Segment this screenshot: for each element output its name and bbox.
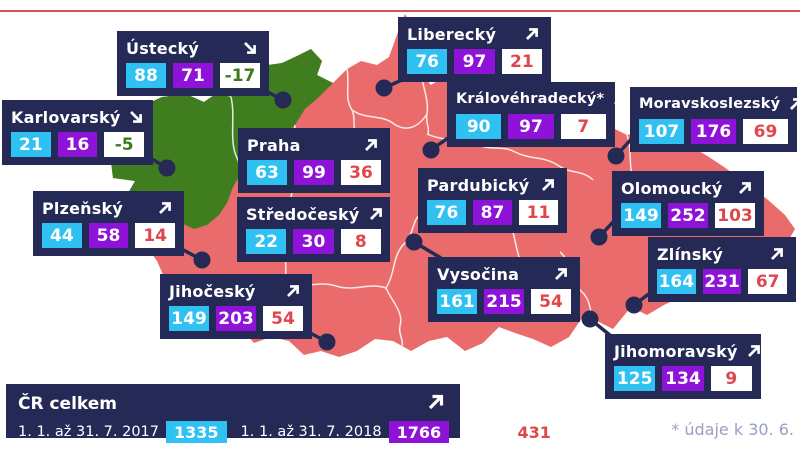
region-card-stredocesky: Středočeský 22 30 8 <box>237 197 390 262</box>
diff-chip: 103 <box>715 203 755 228</box>
arrow-up-right-icon <box>542 179 554 191</box>
diff-chip: 14 <box>135 223 176 248</box>
arrow-up-right-icon <box>365 139 377 151</box>
arrow-up-right-icon <box>747 345 760 357</box>
arrow-down-right-icon <box>130 111 143 123</box>
arrow-up-right-icon <box>526 28 538 40</box>
diff-chip: 67 <box>748 269 788 294</box>
value-2017-chip: 76 <box>427 200 466 225</box>
value-2017-chip: 44 <box>42 223 82 248</box>
value-2017-chip: 164 <box>657 269 696 294</box>
arrow-up-right-icon <box>790 98 800 110</box>
diff-chip: 11 <box>519 200 558 225</box>
value-2017-chip: 149 <box>621 203 661 228</box>
region-name: Zlínský <box>657 244 723 264</box>
value-2017-chip: 149 <box>169 306 209 331</box>
region-name: Ústecký <box>126 38 199 58</box>
country-total-title: ČR celkem <box>18 394 118 414</box>
region-card-jihocesky: Jihočeský 149 203 54 <box>160 274 312 339</box>
period2-total-chip: 1766 <box>388 421 450 443</box>
connector-dots <box>158 79 643 351</box>
region-card-karlovarsky: Karlovarský 21 16 -5 <box>2 100 153 165</box>
period1-label: 1. 1. až 31. 7. 2017 <box>18 424 160 440</box>
value-2018-chip: 134 <box>662 366 704 391</box>
value-2017-chip: 107 <box>639 119 684 144</box>
diff-chip: 21 <box>501 49 542 74</box>
arrow-down-right-icon <box>244 42 256 54</box>
region-name: Olomoucký <box>621 178 723 198</box>
region-name: Plzeňský <box>42 198 123 218</box>
period2-label: 1. 1. až 31. 7. 2018 <box>240 424 382 440</box>
diff-total-chip: 431 <box>509 421 559 443</box>
region-name: Vysočina <box>437 264 520 284</box>
region-name: Praha <box>247 135 301 155</box>
value-2018-chip: 231 <box>702 269 742 294</box>
diff-chip: 69 <box>743 119 788 144</box>
region-name: Pardubický <box>427 175 530 195</box>
diff-chip: 54 <box>531 289 571 314</box>
diff-chip: 9 <box>710 366 752 391</box>
value-2018-chip: 97 <box>454 49 495 74</box>
region-card-vysocina: Vysočina 161 215 54 <box>428 257 580 322</box>
diff-chip: 7 <box>560 114 606 139</box>
value-2018-chip: 99 <box>294 160 334 185</box>
value-2018-chip: 215 <box>484 289 524 314</box>
region-card-ustecky: Ústecký 88 71 -17 <box>117 31 269 96</box>
diff-label: rozdíl <box>463 424 503 440</box>
value-2018-chip: 97 <box>508 114 554 139</box>
region-name: Liberecký <box>407 24 497 44</box>
value-2018-chip: 203 <box>216 306 256 331</box>
arrow-up-right-icon <box>771 248 783 260</box>
value-2017-chip: 22 <box>246 229 287 254</box>
value-2018-chip: 87 <box>473 200 512 225</box>
diff-chip: -5 <box>104 132 145 157</box>
diff-chip: 36 <box>341 160 381 185</box>
value-2017-chip: 21 <box>11 132 51 157</box>
period1-total-chip: 1335 <box>166 421 227 443</box>
arrow-up-right-icon <box>739 182 751 194</box>
diff-chip: 8 <box>340 229 381 254</box>
arrow-up-right-icon <box>287 285 299 297</box>
region-name: Jihočeský <box>169 281 256 301</box>
value-2017-chip: 161 <box>437 289 477 314</box>
value-2017-chip: 76 <box>407 49 448 74</box>
arrow-up-right-icon <box>159 202 171 214</box>
value-2018-chip: 30 <box>293 229 334 254</box>
region-name: Karlovarský <box>11 107 121 127</box>
region-card-zlinsky: Zlínský 164 231 67 <box>648 237 796 302</box>
value-2017-chip: 125 <box>614 366 656 391</box>
arrow-up-right-icon <box>555 268 567 280</box>
region-name: Jihomoravský <box>614 341 738 361</box>
value-2018-chip: 71 <box>173 63 213 88</box>
region-card-praha: Praha 63 99 36 <box>238 128 390 193</box>
value-2017-chip: 88 <box>126 63 166 88</box>
value-2018-chip: 58 <box>88 223 129 248</box>
value-2018-chip: 176 <box>691 119 736 144</box>
region-name: Královéhradecký* <box>456 91 605 107</box>
top-accent-line <box>0 10 800 12</box>
arrow-up-right-icon <box>369 208 382 220</box>
arrow-up-right-icon <box>428 394 444 410</box>
footnote: * údaje k 30. 6. <box>671 420 794 439</box>
region-card-jihomoravsky: Jihomoravský 125 134 9 <box>605 334 761 399</box>
diff-chip: 54 <box>263 306 303 331</box>
country-total-card: ČR celkem 1. 1. až 31. 7. 2017 1335 1. 1… <box>6 384 559 443</box>
diff-chip: -17 <box>220 63 260 88</box>
region-card-moravskoslezsky: Moravskoslezský 107 176 69 <box>630 87 800 152</box>
arrow-up-right-icon <box>614 93 627 105</box>
region-name: Moravskoslezský <box>639 96 781 112</box>
region-name: Středočeský <box>246 204 360 224</box>
value-2018-chip: 252 <box>668 203 708 228</box>
region-card-kralovehradecky: Královéhradecký* 90 97 7 <box>447 82 627 147</box>
region-card-pardubicky: Pardubický 76 87 11 <box>418 168 567 233</box>
value-2018-chip: 16 <box>57 132 98 157</box>
value-2017-chip: 63 <box>247 160 287 185</box>
region-card-olomoucky: Olomoucký 149 252 103 <box>612 171 764 236</box>
region-card-plzensky: Plzeňský 44 58 14 <box>33 191 184 256</box>
value-2017-chip: 90 <box>456 114 502 139</box>
region-card-liberecky: Liberecký 76 97 21 <box>398 17 551 82</box>
